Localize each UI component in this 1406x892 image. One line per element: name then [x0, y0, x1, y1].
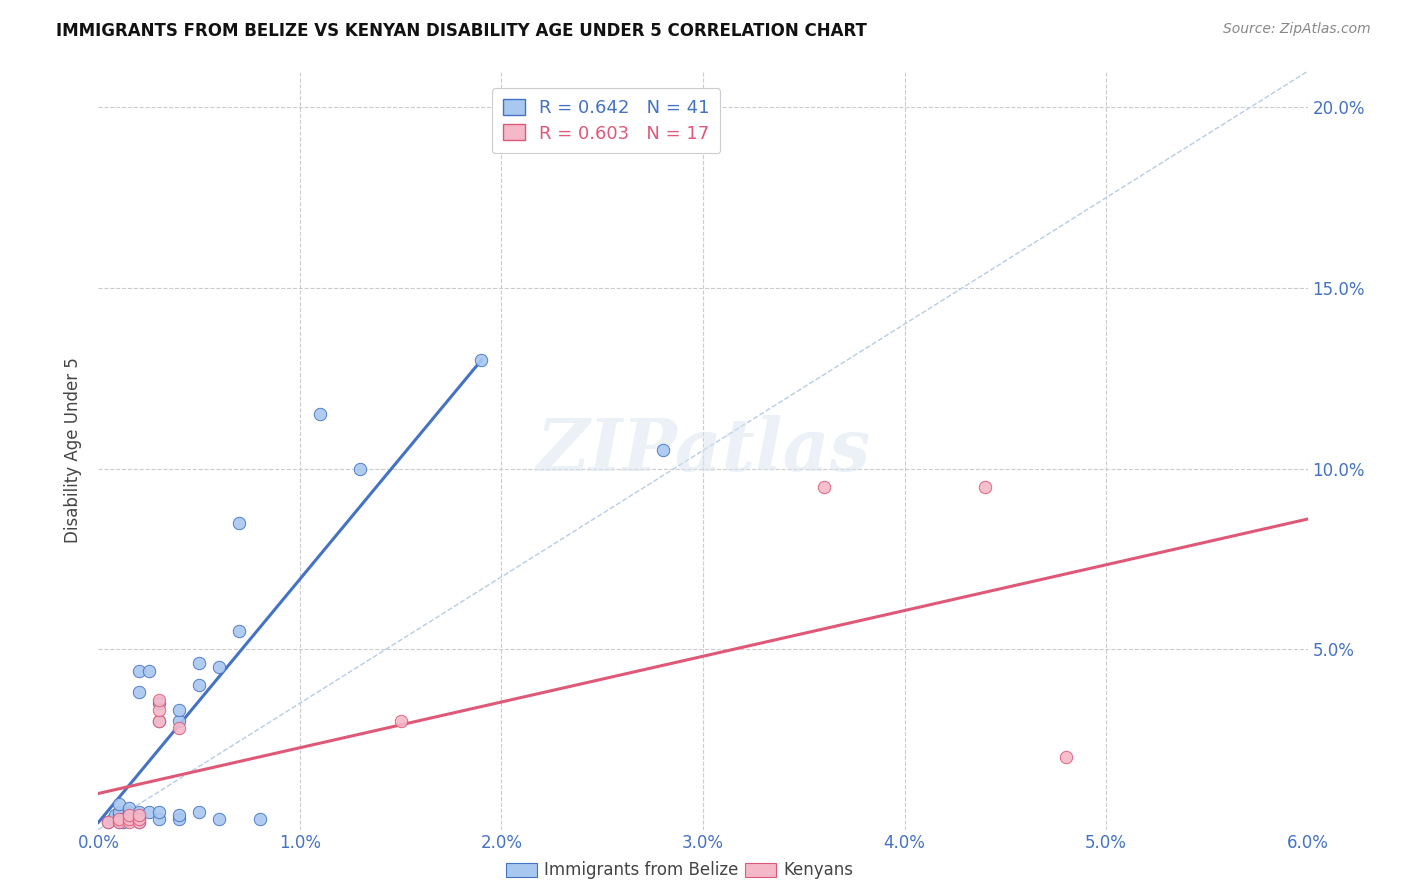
Point	[111, 815, 134, 830]
Point	[167, 722, 190, 736]
Point	[128, 812, 150, 826]
Point	[118, 801, 141, 815]
Point	[138, 664, 160, 678]
Point	[128, 805, 150, 819]
Point	[148, 812, 170, 826]
Point	[148, 696, 170, 710]
Point	[651, 443, 673, 458]
Point	[309, 408, 332, 422]
Point	[148, 692, 170, 706]
Point	[101, 812, 124, 826]
Point	[974, 479, 997, 493]
Point	[148, 703, 170, 717]
Point	[249, 812, 271, 826]
Point	[128, 808, 150, 822]
Text: Source: ZipAtlas.com: Source: ZipAtlas.com	[1223, 22, 1371, 37]
Point	[813, 479, 835, 493]
Point	[107, 805, 129, 819]
Point	[107, 797, 129, 812]
Point	[167, 808, 190, 822]
Point	[118, 815, 141, 830]
Point	[107, 812, 129, 826]
Point	[1054, 750, 1077, 764]
Point	[167, 714, 190, 729]
Point	[389, 714, 412, 729]
Point	[208, 660, 231, 674]
Point	[118, 808, 141, 822]
Point	[118, 812, 141, 826]
Text: Immigrants from Belize: Immigrants from Belize	[544, 861, 738, 879]
Text: IMMIGRANTS FROM BELIZE VS KENYAN DISABILITY AGE UNDER 5 CORRELATION CHART: IMMIGRANTS FROM BELIZE VS KENYAN DISABIL…	[56, 22, 868, 40]
Point	[107, 815, 129, 830]
Point	[128, 815, 150, 830]
Y-axis label: Disability Age Under 5: Disability Age Under 5	[65, 358, 83, 543]
Point	[107, 815, 129, 830]
Point	[167, 812, 190, 826]
Point	[148, 714, 170, 729]
Point	[228, 516, 250, 530]
Point	[128, 815, 150, 830]
Point	[188, 805, 211, 819]
Point	[128, 685, 150, 699]
Point	[138, 805, 160, 819]
Point	[188, 678, 211, 692]
Point	[148, 714, 170, 729]
Point	[128, 808, 150, 822]
Point	[188, 657, 211, 671]
Point	[228, 624, 250, 638]
Point	[107, 812, 129, 826]
Point	[148, 805, 170, 819]
Point	[97, 815, 120, 830]
Point	[349, 461, 371, 475]
Point	[97, 815, 120, 830]
Point	[128, 664, 150, 678]
Text: ZIPatlas: ZIPatlas	[536, 415, 870, 486]
Text: Kenyans: Kenyans	[783, 861, 853, 879]
Point	[118, 808, 141, 822]
Point	[208, 812, 231, 826]
Point	[128, 812, 150, 826]
Point	[111, 812, 134, 826]
Point	[118, 805, 141, 819]
Point	[470, 353, 492, 368]
Point	[107, 808, 129, 822]
Legend: R = 0.642   N = 41, R = 0.603   N = 17: R = 0.642 N = 41, R = 0.603 N = 17	[492, 88, 720, 153]
Point	[167, 703, 190, 717]
Point	[103, 808, 125, 822]
